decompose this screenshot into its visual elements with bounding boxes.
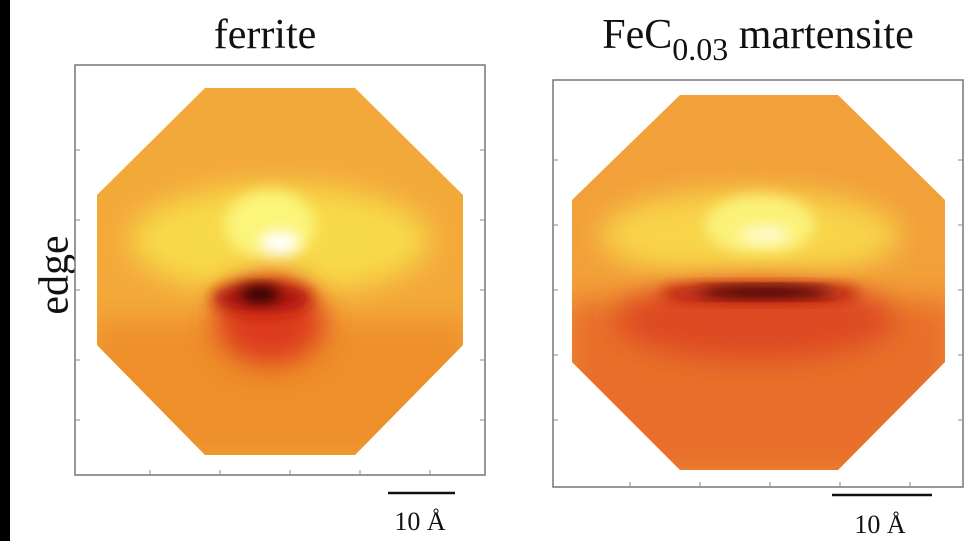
heatmap <box>572 95 945 470</box>
frame-ticks <box>75 149 485 475</box>
scale-label: 10 Å <box>854 510 906 539</box>
panel-title: ferrite <box>214 12 317 58</box>
row-label: edge <box>32 235 78 314</box>
scale-label: 10 Å <box>394 507 446 536</box>
title-main: FeC <box>602 12 672 58</box>
title-subscript: 0.03 <box>672 31 728 67</box>
title-rest: martensite <box>728 12 913 58</box>
frame-ticks <box>553 159 963 487</box>
left-bar <box>0 0 10 541</box>
panel-title: FeC0.03 martensite <box>602 12 913 67</box>
